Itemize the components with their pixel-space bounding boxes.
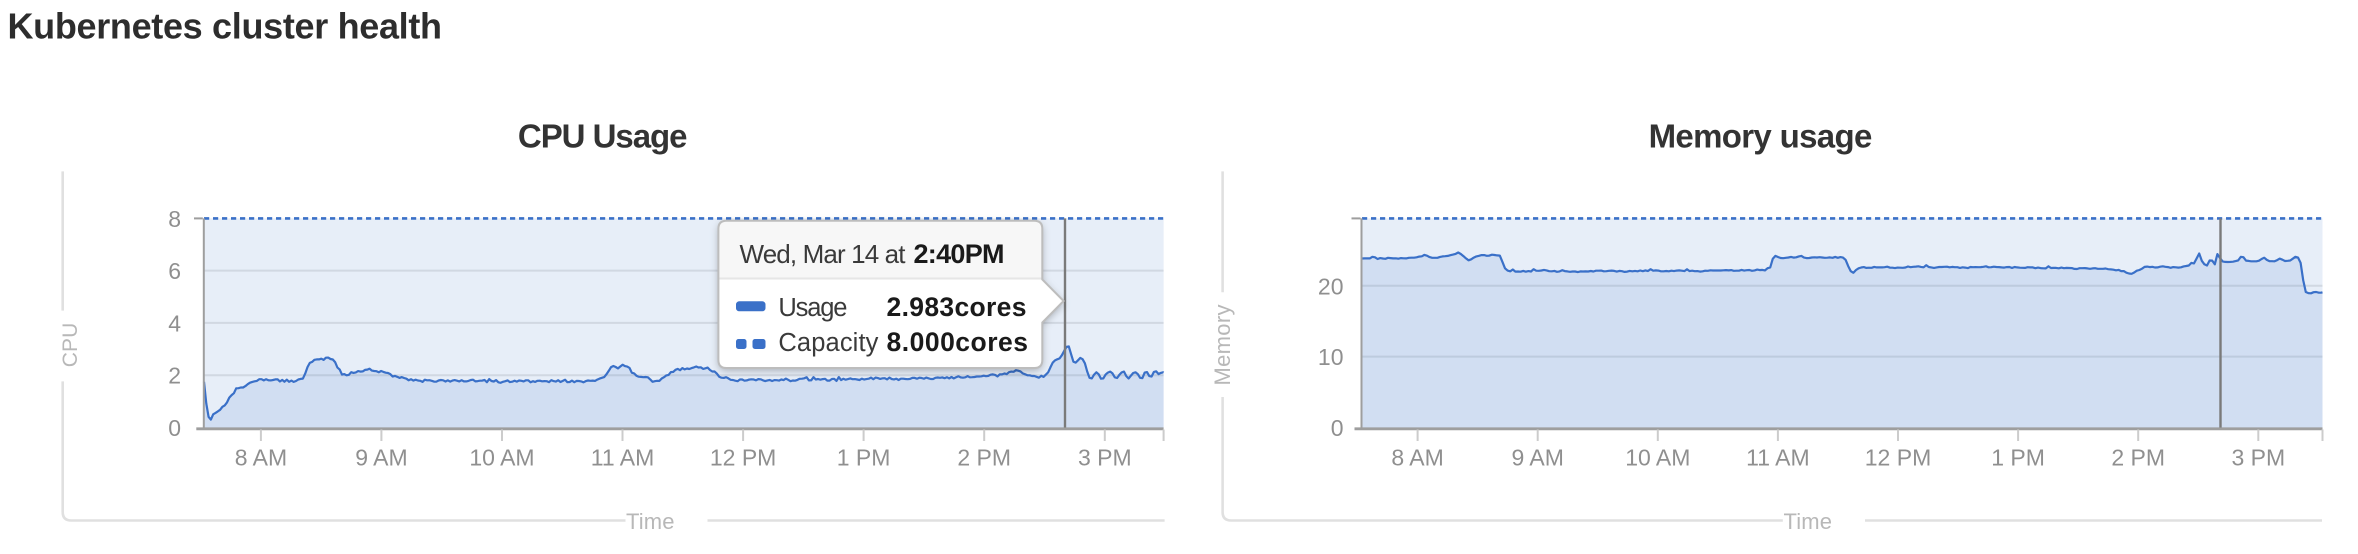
- svg-text:8 AM: 8 AM: [1391, 445, 1443, 471]
- svg-text:8.000cores: 8.000cores: [887, 327, 1029, 357]
- svg-text:Capacity: Capacity: [778, 329, 878, 357]
- svg-text:1 PM: 1 PM: [837, 445, 891, 471]
- svg-text:3 PM: 3 PM: [2231, 445, 2285, 471]
- svg-text:10: 10: [1318, 344, 1344, 370]
- svg-text:9 AM: 9 AM: [1511, 445, 1563, 471]
- svg-text:8: 8: [168, 206, 181, 232]
- svg-text:Time: Time: [626, 509, 675, 534]
- svg-text:2.983cores: 2.983cores: [887, 292, 1027, 322]
- svg-text:2: 2: [168, 363, 181, 389]
- svg-text:0: 0: [1331, 415, 1344, 441]
- svg-text:Memory: Memory: [1210, 305, 1235, 386]
- svg-text:CPU: CPU: [59, 323, 82, 368]
- svg-text:11 AM: 11 AM: [1746, 445, 1810, 471]
- svg-text:Kubernetes cluster health: Kubernetes cluster health: [8, 5, 443, 46]
- svg-text:10 AM: 10 AM: [469, 445, 534, 471]
- svg-text:1 PM: 1 PM: [1991, 445, 2045, 471]
- svg-text:Wed, Mar 14 at: Wed, Mar 14 at: [740, 239, 907, 269]
- svg-text:Usage: Usage: [778, 294, 847, 322]
- svg-text:0: 0: [168, 415, 181, 441]
- svg-text:Time: Time: [1783, 509, 1832, 534]
- svg-text:20: 20: [1318, 273, 1344, 299]
- svg-text:4: 4: [168, 310, 181, 336]
- svg-text:11 AM: 11 AM: [591, 445, 655, 471]
- svg-text:CPU Usage: CPU Usage: [518, 118, 688, 155]
- svg-text:6: 6: [168, 258, 181, 284]
- svg-text:3 PM: 3 PM: [1078, 445, 1132, 471]
- svg-text:12 PM: 12 PM: [1865, 445, 1931, 471]
- svg-text:2:40PM: 2:40PM: [914, 239, 1005, 269]
- svg-text:12 PM: 12 PM: [710, 445, 776, 471]
- svg-text:Memory usage: Memory usage: [1649, 118, 1873, 155]
- svg-text:9 AM: 9 AM: [355, 445, 407, 471]
- svg-text:2 PM: 2 PM: [957, 445, 1011, 471]
- svg-text:8 AM: 8 AM: [235, 445, 287, 471]
- svg-text:10 AM: 10 AM: [1625, 445, 1690, 471]
- svg-text:2 PM: 2 PM: [2111, 445, 2165, 471]
